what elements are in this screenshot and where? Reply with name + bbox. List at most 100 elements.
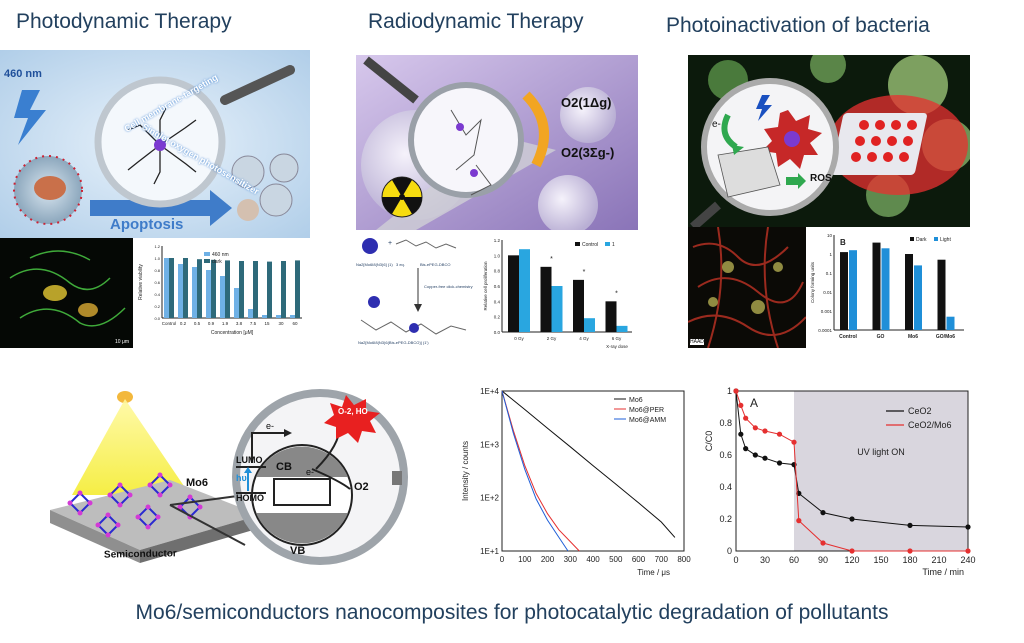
x-tick-label: 60 (789, 555, 799, 565)
y-tick-label: 0.1 (826, 271, 833, 276)
x-axis-label: Concentration [μM] (211, 330, 254, 336)
x-tick-label: 0 (733, 555, 738, 565)
cluster-atom (155, 514, 161, 520)
x-tick-label: 15 (264, 321, 270, 326)
semi-o2-label: O2 (354, 481, 369, 493)
y-tick-label: 0.4 (494, 299, 501, 304)
semi-homo-label: HOMO (236, 493, 264, 503)
y-tick-label: 0.6 (494, 284, 501, 289)
x-tick-label: 400 (586, 555, 600, 564)
y-tick-label: 1.0 (494, 253, 501, 258)
bar-control (540, 266, 552, 332)
x-tick-label: 500 (609, 555, 623, 564)
rdt-scheme: Na2[Mo6I8(N3)6] (1) + 3 eq. Bis-ePEG-DBC… (356, 230, 480, 348)
cluster-atom (115, 522, 121, 528)
legend-swatch-dark (204, 259, 210, 263)
data-point-CeO2/Mo6 (743, 415, 749, 421)
significance-marker: * (615, 290, 618, 297)
bar-460nm (276, 315, 281, 318)
x-axis-label: Time / μs (637, 568, 670, 577)
x-tick-label: GO (877, 334, 885, 340)
bar-dark (937, 259, 946, 330)
y-tick-label: 1E+1 (480, 547, 499, 556)
x-tick-label: GO/Mo6 (936, 334, 955, 340)
bar-460nm (290, 315, 295, 318)
rdt-proliferation-chart: 0.0 0.2 0.4 0.6 0.8 1.0 1.2 0 Gy 2 Gy * 4 Gy * 6 Gy *… (480, 230, 638, 355)
data-point-CeO2 (743, 446, 749, 452)
x-tick-label: 800 (677, 555, 691, 564)
series-line-Mo6@PER (501, 390, 580, 552)
y-tick-label: 1E+2 (480, 494, 499, 503)
x-tick-label: 3.8 (236, 321, 243, 326)
legend-1: 1 (612, 242, 615, 248)
cluster-atom (157, 492, 163, 498)
x-tick-label: 1.9 (222, 321, 229, 326)
bar-dark (169, 258, 174, 318)
x-tick-label: 0.9 (208, 321, 215, 326)
data-point-CeO2 (965, 524, 971, 530)
x-tick-label: Mo6 (908, 334, 918, 340)
cluster-atom (95, 522, 101, 528)
y-tick-label: 0.4 (154, 292, 160, 297)
uv-annotation: UV light ON (857, 447, 905, 457)
rdt-scheme-plus: + (388, 240, 393, 247)
lightning-icon (756, 95, 772, 121)
legend-swatch-1 (605, 242, 610, 246)
y-axis-label: Relative cell proliferation (483, 261, 488, 311)
pdt-wavelength-label: 460 nm (4, 68, 42, 80)
data-point-CeO2 (752, 452, 758, 458)
cluster-atom (127, 492, 133, 498)
cluster-atom (145, 524, 151, 530)
legend-swatch-460 (204, 252, 210, 256)
cluster-frame (136, 505, 160, 529)
x-axis-label: Time / min (922, 567, 964, 577)
cluster-atom (157, 472, 163, 478)
y-tick-label: 1.2 (154, 244, 160, 249)
rdt-scheme-label1: Na2[Mo6I8(N3)6] (1) (356, 262, 393, 267)
legend-label: Mo6@PER (629, 407, 664, 414)
semi-cb-label: CB (276, 461, 292, 473)
rdt-o2-triplet: O2(3Σg-) (561, 145, 615, 160)
bar-460nm (164, 258, 169, 318)
data-point-CeO2 (907, 522, 913, 528)
decay-chart: 1E+1 1E+2 1E+3 1E+4 0 100 200 300 400 500 600 700 80… (456, 383, 696, 588)
x-tick-label: 7.5 (250, 321, 257, 326)
mo6-cluster-icon (95, 512, 121, 538)
cluster-atom (177, 504, 183, 510)
bar-dark (281, 261, 286, 318)
data-point-CeO2/Mo6 (776, 431, 783, 437)
uv-region (794, 391, 968, 551)
rdt-scheme-label2: Bis-ePEG-DBCO (420, 262, 451, 267)
x-tick-label: 6 Gy (612, 336, 622, 341)
pdt-apoptosis-label: Apoptosis (110, 216, 184, 233)
series-line-Mo6@AMM (501, 390, 569, 552)
x-tick-label: Control (839, 334, 857, 340)
mo6-cluster-icon (67, 490, 93, 516)
cluster-atom (105, 512, 111, 518)
lamp-icon (117, 391, 133, 403)
cluster-atom (187, 494, 193, 500)
legend-460: 460 nm (212, 252, 229, 258)
plot-frame (501, 390, 685, 552)
bacteria-illustration: e- ROS (688, 55, 970, 227)
data-point-CeO2/Mo6 (907, 548, 913, 554)
significance-marker: * (550, 256, 553, 263)
rdt-o2-singlet: O2(1Δg) (561, 95, 612, 110)
data-point-CeO2/Mo6 (762, 428, 768, 434)
data-point-CeO2/Mo6 (820, 540, 826, 546)
mo6-cluster-icon (147, 472, 173, 498)
cluster-atom (117, 482, 123, 488)
data-point-CeO2/Mo6 (752, 425, 758, 431)
bar-dark (295, 260, 300, 318)
legend-light: Light (940, 237, 951, 243)
cluster-frame (68, 491, 92, 515)
x-tick-label: 300 (564, 555, 578, 564)
panel-label: B (840, 238, 846, 247)
y-tick-label: 0.2 (719, 514, 732, 524)
pdt-scalebar: 10 μm (115, 339, 129, 345)
data-point-CeO2/Mo6 (965, 548, 971, 554)
y-tick-label: 0.0 (494, 330, 501, 335)
semi-hv-label: hυ (236, 473, 247, 483)
bar-dark (211, 259, 216, 318)
bar-control (508, 255, 519, 332)
